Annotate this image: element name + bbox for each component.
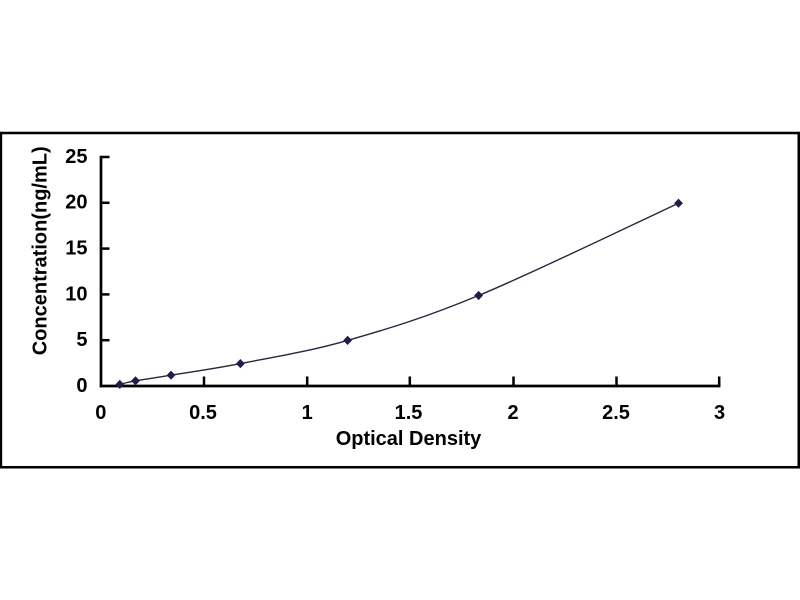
- svg-text:25: 25: [65, 146, 87, 168]
- svg-text:1.5: 1.5: [395, 402, 423, 424]
- svg-text:0.5: 0.5: [189, 402, 217, 424]
- svg-text:Concentration(ng/mL): Concentration(ng/mL): [30, 146, 52, 355]
- svg-text:2: 2: [507, 402, 518, 424]
- svg-text:Optical Density: Optical Density: [336, 428, 482, 450]
- svg-text:0: 0: [76, 375, 87, 397]
- svg-text:1: 1: [302, 402, 313, 424]
- svg-text:5: 5: [76, 329, 87, 351]
- svg-text:15: 15: [65, 238, 87, 260]
- svg-text:20: 20: [65, 192, 87, 214]
- svg-text:3: 3: [714, 402, 725, 424]
- svg-text:2.5: 2.5: [602, 402, 630, 424]
- svg-text:10: 10: [65, 283, 87, 305]
- svg-text:0: 0: [95, 402, 106, 424]
